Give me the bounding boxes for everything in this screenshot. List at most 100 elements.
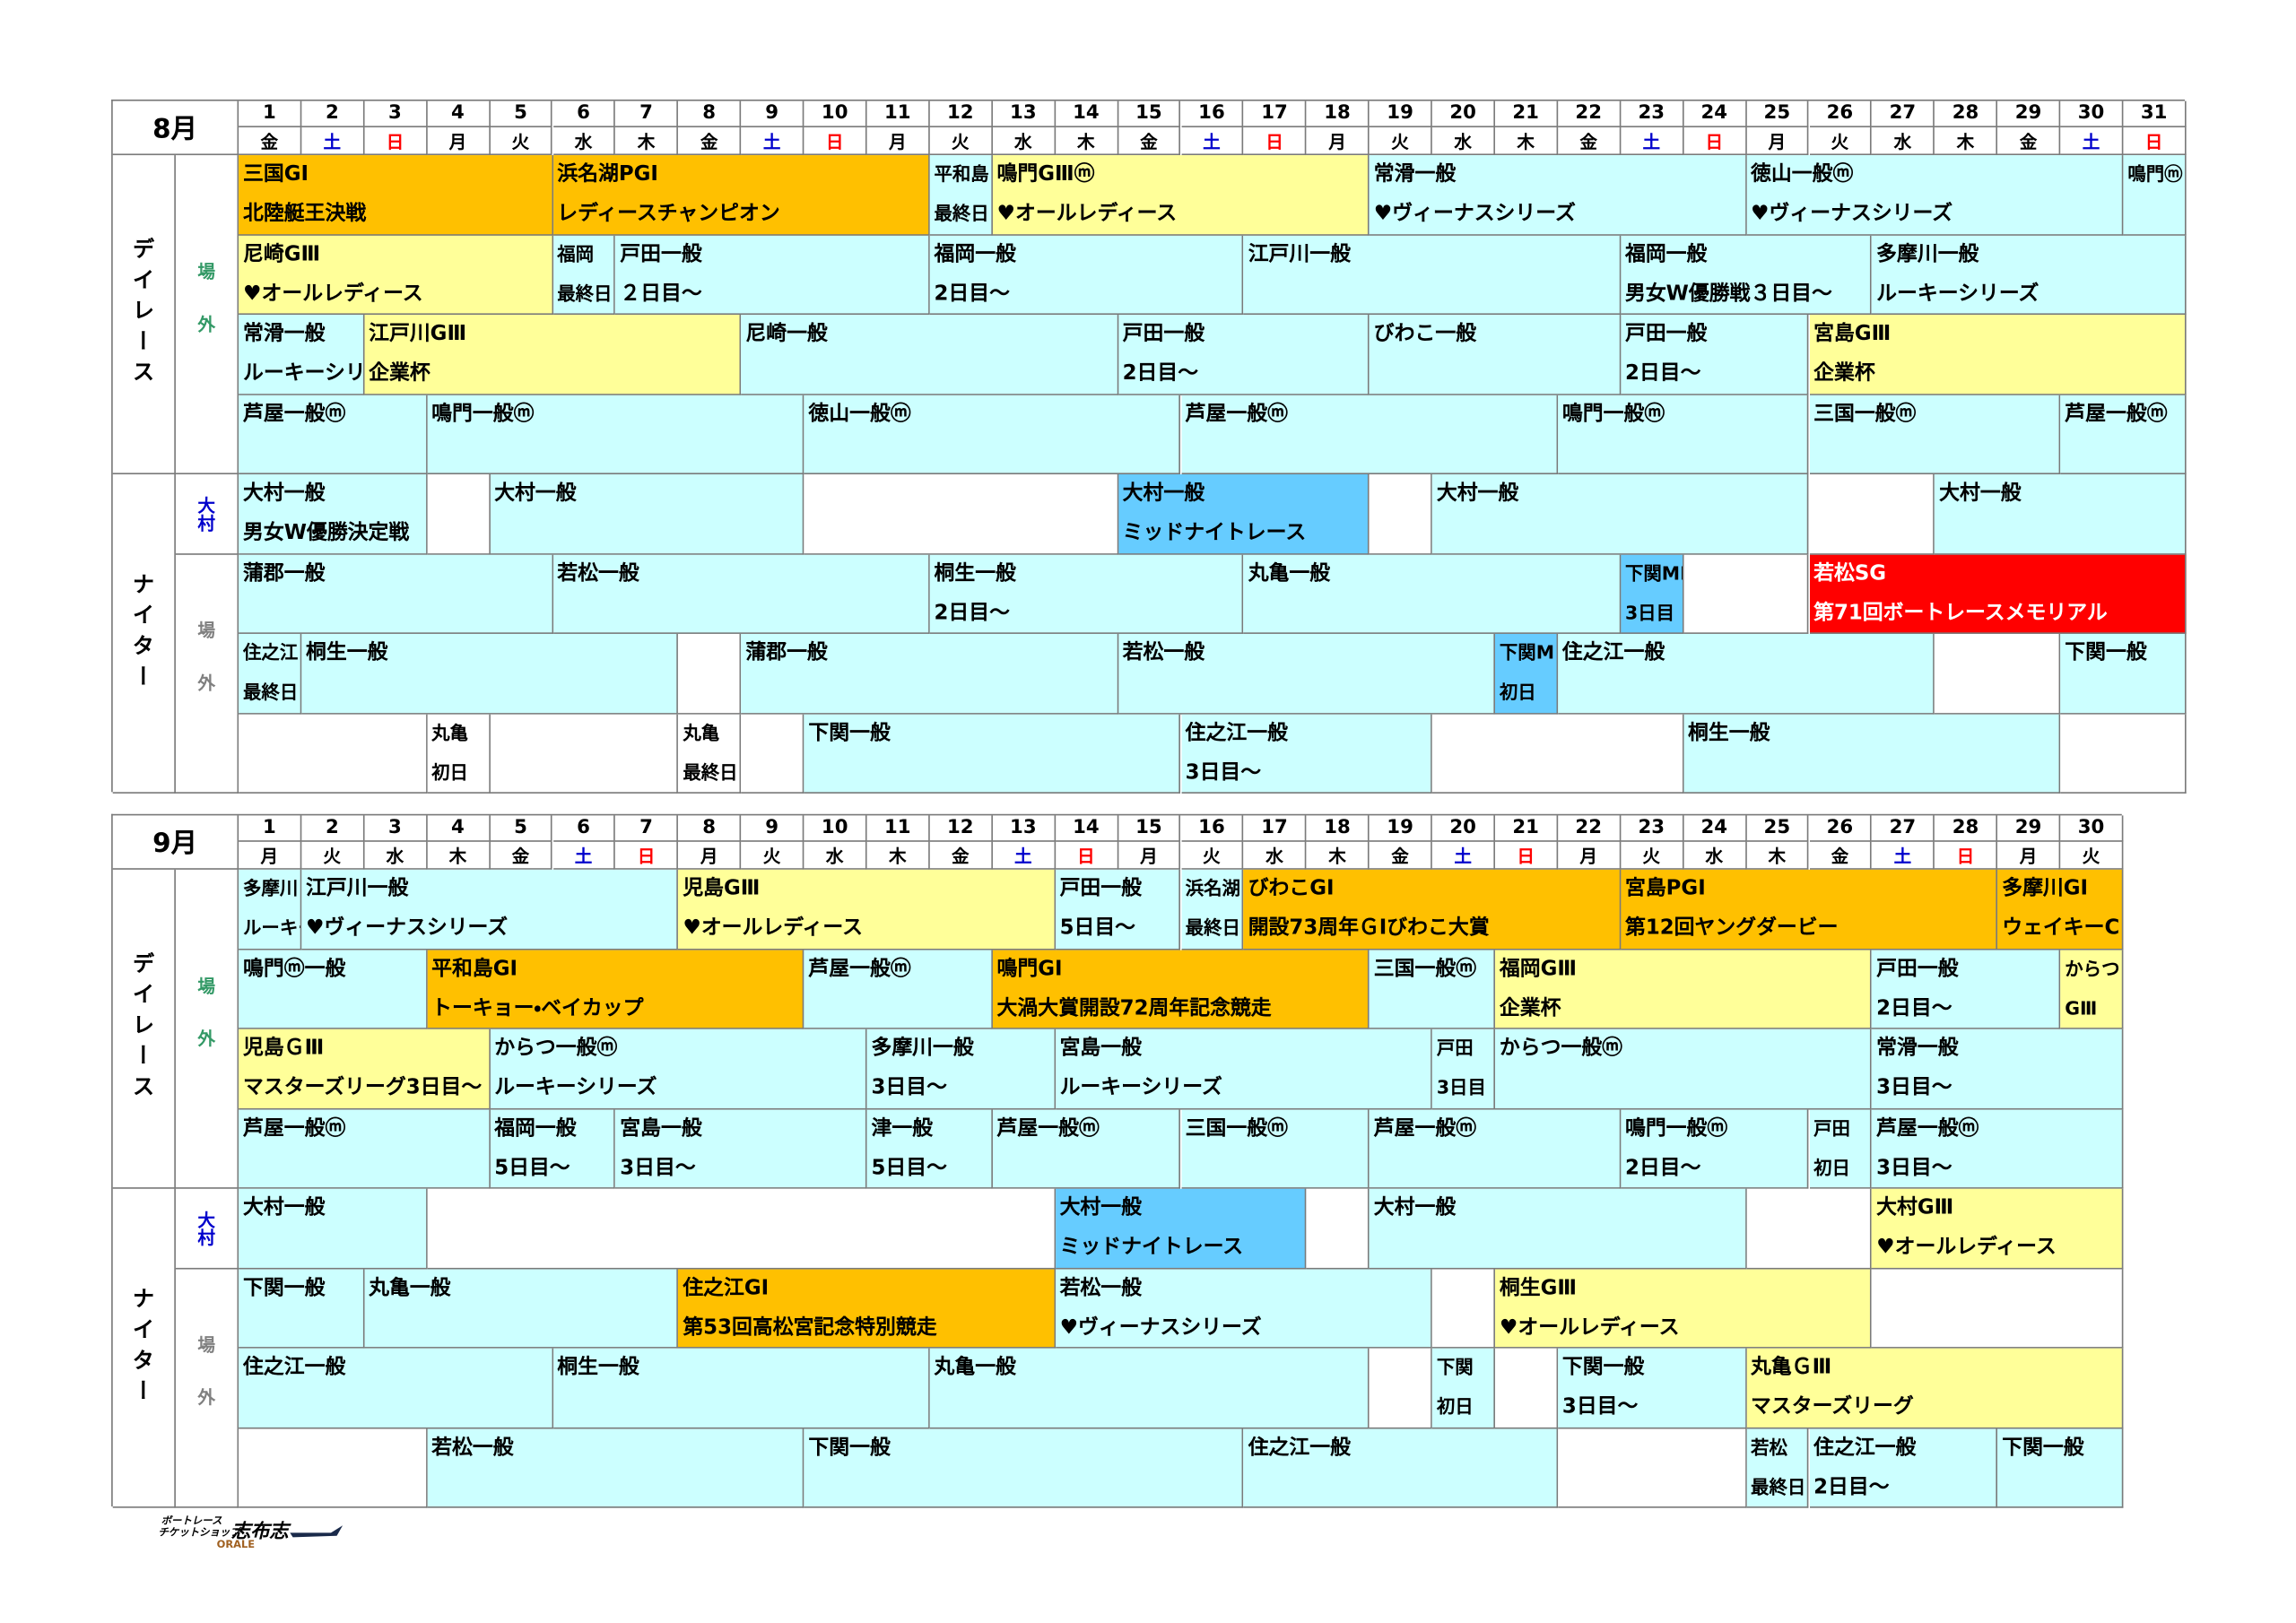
event-text: 芦屋一般ⓜ <box>1876 1115 1979 1141</box>
event-text: 下関一般 <box>808 1435 891 1459</box>
event-cell: 若松一般 ♥ヴィーナスシリーズ <box>1055 1268 1432 1349</box>
day-number: 9 <box>741 815 804 842</box>
event-cell: 鳴門GI 大渦大賞開設72周年記念競走 <box>992 949 1370 1029</box>
section-label: 大村 <box>175 1188 239 1269</box>
empty-cell <box>427 473 491 554</box>
event-text: 桐生一般 <box>557 1355 639 1380</box>
day-number: 28 <box>1935 815 1998 842</box>
event-text: 2日目～ <box>1813 1474 1890 1499</box>
event-text: 常滑一般 <box>243 322 326 346</box>
day-number: 2 <box>301 815 365 842</box>
event-text: 住之江GI <box>683 1275 770 1300</box>
event-cell: 大村一般 ミッドナイトレース <box>1055 1188 1307 1269</box>
day-number: 25 <box>1746 100 1810 128</box>
event-cell: 江戸川一般 <box>1243 235 1622 316</box>
event-cell: 若松SG 第71回ボートレースメモリアル <box>1809 553 2187 634</box>
event-text: 桐生一般 <box>306 641 388 665</box>
event-cell: 福岡一般 5日目～ <box>490 1108 616 1189</box>
event-text: 大村一般 <box>243 1195 326 1220</box>
event-cell: 平和島GI トーキョー・ベイカップ <box>427 949 804 1029</box>
day-number: 12 <box>929 100 993 128</box>
day-number: 5 <box>490 100 553 128</box>
event-text: ２日目～ <box>620 282 702 306</box>
event-text: 下関MN <box>1624 561 1683 584</box>
event-cell: 丸亀一般 <box>929 1348 1370 1428</box>
event-text: 住之江一般 <box>243 1355 346 1380</box>
event-text: 5日目～ <box>494 1156 570 1180</box>
event-cell: 若松一般 <box>552 553 930 634</box>
event-text: 北陸艇王決戦 <box>243 202 367 226</box>
event-cell: 住之江一般 <box>1558 633 1935 714</box>
event-text: 江戸川一般 <box>306 876 409 901</box>
event-text: マスターズリーグ <box>1751 1394 1914 1419</box>
day-number: 17 <box>1243 100 1307 128</box>
event-text: 江戸川一般 <box>1248 242 1351 266</box>
event-cell: 芦屋一般ⓜ <box>1369 1108 1622 1189</box>
weekday: 月 <box>427 127 491 156</box>
empty-cell <box>1558 1428 1747 1508</box>
event-text: 三国一般ⓜ <box>1185 1115 1288 1141</box>
weekday: 水 <box>1431 127 1495 156</box>
event-cell: 三国GI 北陸艇王決戦 <box>239 155 553 236</box>
empty-cell <box>1369 473 1432 554</box>
event-cell: 三国一般ⓜ <box>1369 949 1495 1029</box>
event-text: 最終日 <box>557 282 613 304</box>
event-text: 平和島GI <box>431 956 517 981</box>
weekday: 火 <box>490 127 553 156</box>
event-cell: 若松 最終日 <box>1746 1428 1810 1508</box>
event-text: 3日目～ <box>620 1156 696 1180</box>
event-text: 芦屋一般ⓜ <box>808 956 911 981</box>
event-cell: 大村一般 ミッドナイトレース <box>1118 473 1370 554</box>
day-number: 13 <box>992 100 1056 128</box>
event-text: からつ一般ⓜ <box>494 1036 618 1061</box>
empty-cell <box>1683 553 1810 634</box>
weekday: 金 <box>678 127 742 156</box>
event-cell: 津一般 5日目～ <box>866 1108 993 1189</box>
event-text: 若松一般 <box>557 561 639 586</box>
weekday: 水 <box>1872 127 1935 156</box>
event-cell: 多摩川一般 ルーキーシリーズ <box>1872 235 2187 316</box>
weekday: 土 <box>1621 127 1684 156</box>
event-text: 開設73周年ＧⅠびわこ大賞 <box>1248 916 1490 941</box>
event-text: 最終日 <box>934 202 989 224</box>
event-text: 多摩川一般 <box>871 1036 974 1061</box>
day-number: 8 <box>678 815 742 842</box>
event-text: 常滑一般 <box>1373 162 1457 187</box>
event-text: ルーキーシリーズ <box>1059 1076 1222 1100</box>
weekday: 火 <box>1369 127 1432 156</box>
weekday: 木 <box>866 841 930 870</box>
event-text: 鳴門GI <box>996 956 1063 981</box>
event-text: 戸田一般 <box>1624 322 1708 346</box>
weekday: 水 <box>1683 841 1747 870</box>
event-text: 下関一般 <box>2002 1435 2084 1459</box>
event-text: 3日目～ <box>871 1076 947 1100</box>
event-text: 津一般 <box>871 1115 934 1141</box>
event-cell: 大村一般 <box>490 473 804 554</box>
event-text: びわこ一般 <box>1373 322 1477 346</box>
event-text: 戸田一般 <box>1876 956 1959 981</box>
empty-cell <box>804 473 1118 554</box>
event-cell: 福岡GⅢ 企業杯 <box>1494 949 1873 1029</box>
event-cell: 児島ＧⅢ マスターズリーグ3日目～ <box>239 1028 491 1109</box>
event-cell: からつ一般ⓜ ルーキーシリーズ <box>490 1028 867 1109</box>
event-cell: 下関一般 <box>804 713 1181 794</box>
group-label: ナイター <box>112 473 176 794</box>
weekday: 日 <box>1243 127 1307 156</box>
empty-cell <box>1494 1348 1559 1428</box>
day-number: 19 <box>1369 100 1432 128</box>
event-cell: 浜名湖PGⅠ レディースチャンピオン <box>552 155 930 236</box>
event-text: 企業杯 <box>369 361 430 386</box>
empty-cell <box>1369 1348 1432 1428</box>
event-cell: 下関一般 <box>2060 633 2187 714</box>
event-text: 若松一般 <box>1059 1275 1142 1300</box>
event-cell: 鳴門一般ⓜ <box>427 395 804 474</box>
event-text: 3日目～ <box>1876 1156 1952 1180</box>
event-cell: 常滑一般 ♥ヴィーナスシリーズ <box>1369 155 1747 236</box>
event-text: 下関一般 <box>1561 1355 1645 1380</box>
weekday: 火 <box>1180 841 1244 870</box>
day-number: 25 <box>1746 815 1810 842</box>
event-text: トーキョー・ベイカップ <box>431 996 644 1020</box>
section-label: 場外 <box>175 869 239 1189</box>
weekday: 火 <box>741 841 804 870</box>
